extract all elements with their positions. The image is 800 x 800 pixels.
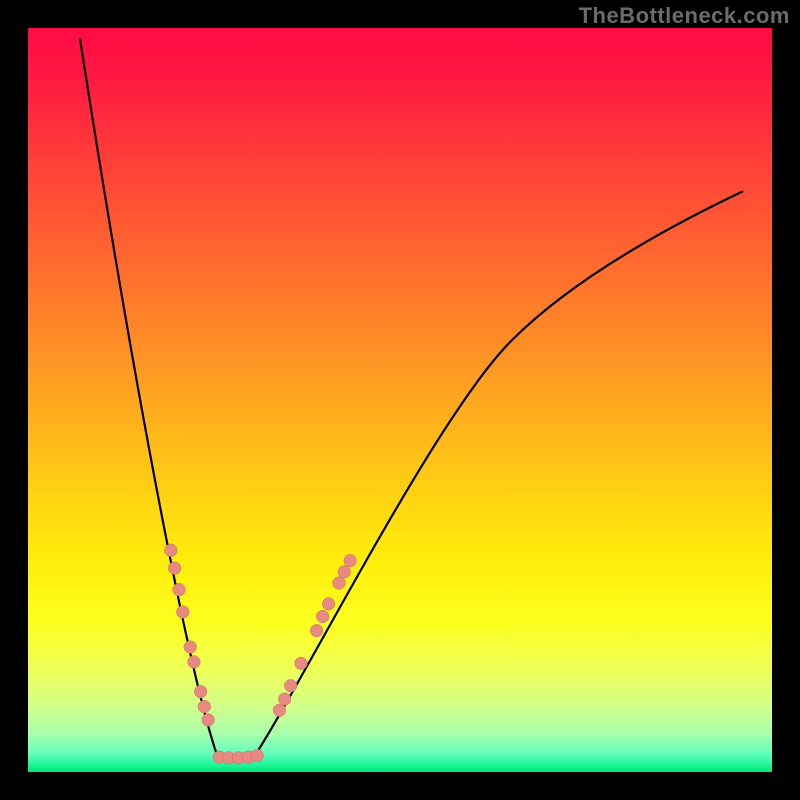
data-marker: [194, 685, 207, 698]
watermark-text: TheBottleneck.com: [579, 3, 790, 29]
data-marker: [198, 700, 211, 713]
data-marker: [310, 624, 323, 637]
data-marker: [173, 583, 186, 596]
chart-svg: [28, 28, 772, 772]
data-marker: [316, 610, 329, 623]
data-marker: [344, 554, 357, 567]
data-marker: [202, 714, 215, 727]
data-marker: [168, 562, 181, 575]
data-marker: [338, 566, 351, 579]
plot-area: [28, 28, 772, 772]
data-marker: [273, 704, 286, 717]
data-marker: [278, 693, 291, 706]
data-marker: [251, 749, 264, 762]
data-marker: [188, 656, 201, 669]
data-marker: [184, 641, 197, 654]
data-marker: [322, 598, 335, 611]
data-marker: [165, 544, 178, 557]
data-marker: [295, 657, 308, 670]
data-marker: [176, 606, 189, 619]
data-marker: [333, 577, 346, 590]
data-marker: [284, 679, 297, 692]
